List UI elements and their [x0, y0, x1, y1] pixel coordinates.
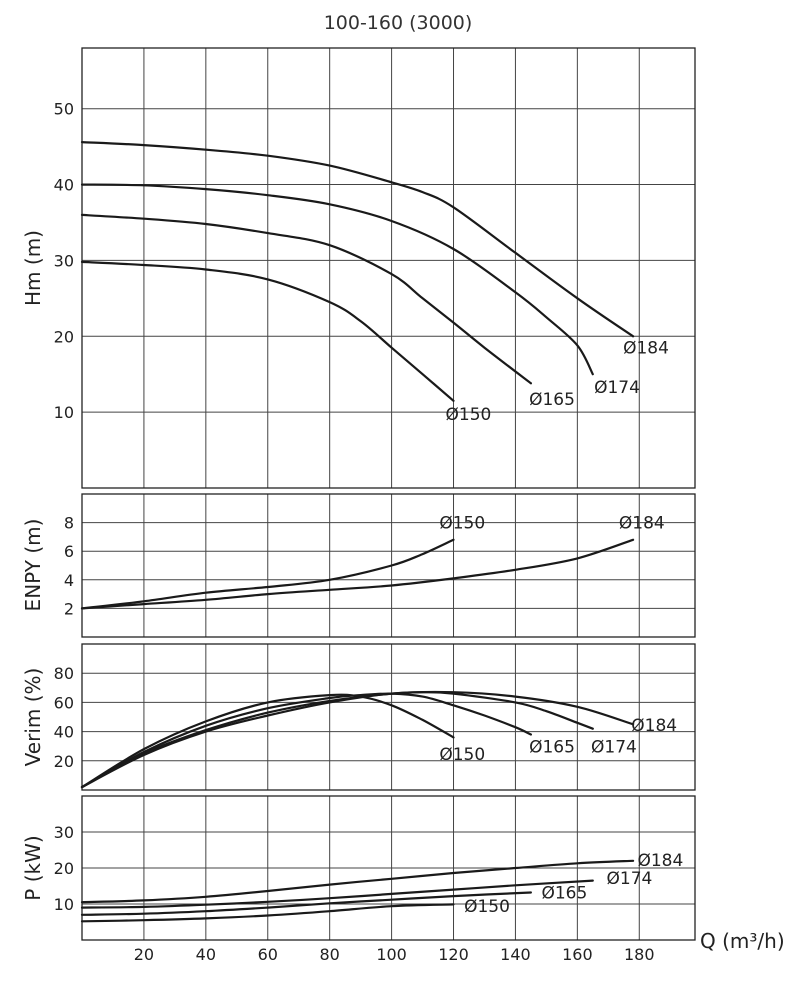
y-tick-label: 8 [64, 514, 74, 533]
series-line-d174 [80, 879, 594, 909]
y-tick-label: 50 [54, 100, 74, 119]
series-line-d150 [80, 903, 455, 923]
y-tick-label: 6 [64, 542, 74, 561]
diameter-label: Ø174 [607, 869, 653, 889]
diameter-label: Ø184 [619, 514, 665, 534]
y-tick-label: 20 [54, 327, 74, 346]
series-line-d165 [80, 213, 532, 385]
panel-frame [81, 493, 696, 638]
y-axis-label: Verim (%) [21, 668, 45, 767]
y-axis-label: ENPY (m) [21, 519, 45, 612]
y-tick-label: 60 [54, 693, 74, 712]
panel-frame [81, 47, 696, 489]
series-line-d150 [80, 693, 455, 789]
y-axis-label: P (kW) [21, 835, 45, 900]
diameter-label: Ø150 [439, 745, 485, 765]
series-line-d184 [80, 690, 635, 789]
x-tick-label: 60 [258, 945, 278, 964]
diameter-label: Ø165 [529, 390, 575, 410]
grid-layer [81, 47, 696, 941]
y-tick-label: 20 [54, 752, 74, 771]
series-line-d150 [80, 260, 455, 402]
x-tick-label: 120 [438, 945, 469, 964]
panel-frame [81, 643, 696, 791]
x-tick-label: 40 [196, 945, 216, 964]
series-line-d165 [80, 891, 532, 916]
series-line-d184 [80, 859, 635, 904]
series-line-d165 [80, 692, 532, 789]
chart-title: 100-160 (3000) [323, 12, 473, 34]
series-line-d174 [80, 183, 594, 376]
diameter-label: Ø184 [623, 338, 669, 358]
y-tick-label: 10 [54, 895, 74, 914]
x-tick-label: 160 [562, 945, 593, 964]
x-tick-label: 80 [319, 945, 339, 964]
y-tick-label: 10 [54, 403, 74, 422]
diameter-label: Ø184 [631, 716, 677, 736]
x-tick-label: 100 [376, 945, 407, 964]
y-tick-label: 30 [54, 251, 74, 270]
diameter-label: Ø150 [446, 405, 492, 425]
diameter-label: Ø184 [637, 851, 683, 871]
diameter-label: Ø174 [591, 738, 637, 758]
y-tick-label: 80 [54, 664, 74, 683]
diameter-label: Ø150 [439, 514, 485, 534]
series-line-d174 [80, 691, 594, 789]
y-tick-label: 40 [54, 176, 74, 195]
y-tick-label: 2 [64, 599, 74, 618]
x-tick-label: 20 [134, 945, 154, 964]
curves-layer [80, 141, 635, 923]
panel-frame [81, 795, 696, 941]
series-line-d184 [80, 141, 635, 338]
series-line-d150 [80, 538, 455, 610]
y-tick-label: 4 [64, 571, 74, 590]
series-line-d184 [80, 538, 635, 610]
y-tick-label: 30 [54, 823, 74, 842]
diameter-label: Ø150 [464, 897, 510, 917]
x-tick-label: 140 [500, 945, 531, 964]
y-tick-label: 20 [54, 859, 74, 878]
y-tick-label: 40 [54, 723, 74, 742]
diameter-label: Ø165 [541, 883, 587, 903]
diameter-label: Ø165 [529, 738, 575, 758]
x-axis-label: Q (m³/h) [700, 929, 785, 953]
x-tick-label: 180 [624, 945, 655, 964]
diameter-label: Ø174 [594, 378, 640, 398]
y-axis-label: Hm (m) [21, 230, 45, 306]
